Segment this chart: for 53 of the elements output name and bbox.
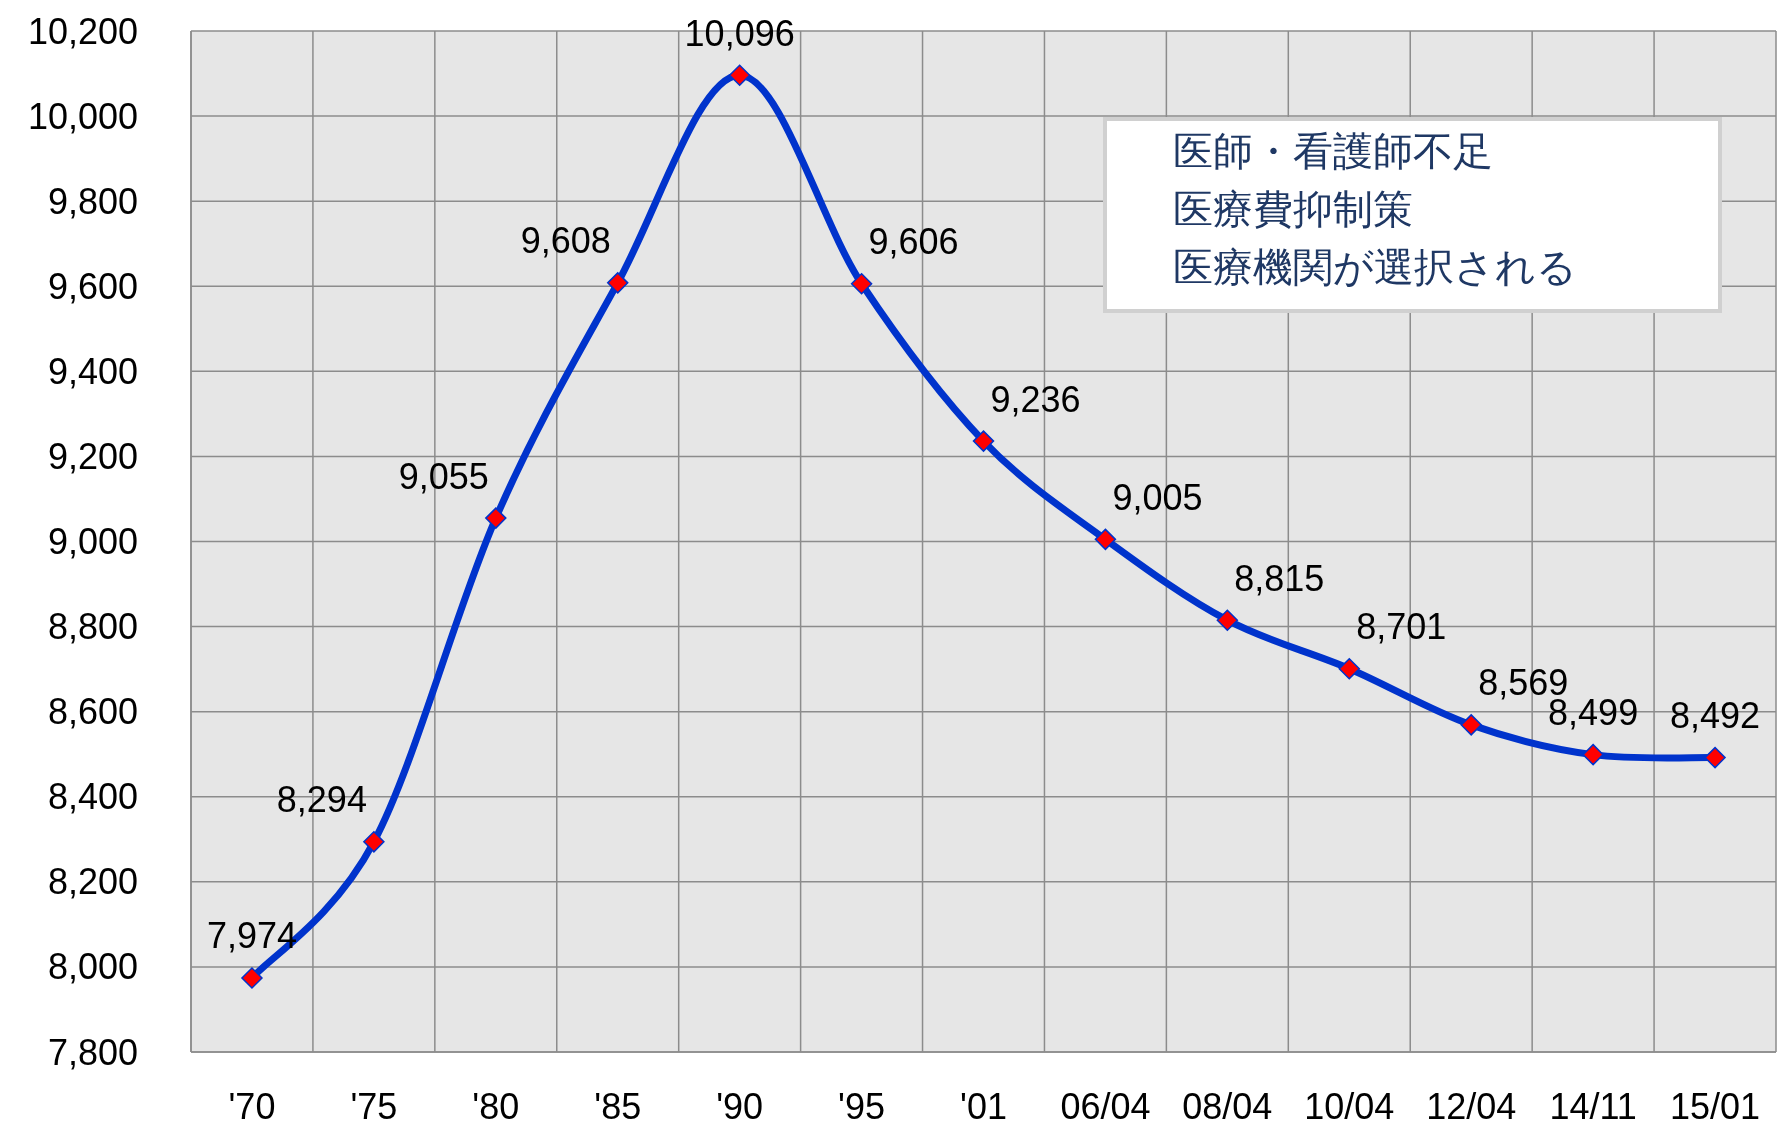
point <box>1704 746 1726 769</box>
x-tick-label: 06/04 <box>1060 1085 1151 1126</box>
y-tick-label: 9,600 <box>47 265 138 307</box>
data-label: 10,096 <box>684 12 795 54</box>
data-label: 8,492 <box>1669 695 1761 737</box>
x-tick-label: '01 <box>960 1085 1007 1126</box>
x-tick-label: '95 <box>838 1085 886 1126</box>
point <box>606 272 629 294</box>
x-tick-label: 10/04 <box>1304 1085 1395 1126</box>
data-label: 7,974 <box>206 915 298 957</box>
point <box>485 507 507 529</box>
x-tick-label: 12/04 <box>1426 1085 1517 1126</box>
x-tick-label: 14/11 <box>1549 1085 1637 1126</box>
point <box>850 272 873 295</box>
y-tick-label: 8,600 <box>47 691 138 733</box>
y-tick-label: 9,200 <box>47 435 138 477</box>
data-label: 8,294 <box>276 779 367 821</box>
point <box>1338 657 1361 680</box>
point <box>1582 743 1604 766</box>
data-label: 8,701 <box>1356 606 1447 648</box>
point <box>728 64 751 86</box>
point <box>1460 714 1482 736</box>
y-tick-label: 8,800 <box>47 606 138 648</box>
point <box>363 831 385 853</box>
y-tick-label: 7,800 <box>47 1031 138 1073</box>
data-label: 8,815 <box>1234 557 1325 599</box>
point <box>972 430 995 452</box>
y-tick-label: 8,400 <box>47 776 138 818</box>
x-tick-label: '80 <box>472 1085 520 1126</box>
data-label: 9,055 <box>398 455 489 497</box>
annotation: 医療機関が選択される <box>1173 245 1577 289</box>
x-tick-label: '90 <box>716 1085 764 1126</box>
annotation: 医療費抑制策 <box>1173 187 1413 231</box>
point <box>1216 609 1239 631</box>
x-tick-label: 15/01 <box>1669 1085 1761 1126</box>
y-tick-label: 10,000 <box>27 95 138 137</box>
y-tick-label: 8,200 <box>47 861 138 903</box>
y-tick-label: 9,000 <box>47 521 138 562</box>
point <box>1094 528 1117 551</box>
point <box>241 967 263 989</box>
x-tick-label: '70 <box>228 1085 276 1126</box>
x-tick-label: '75 <box>350 1085 398 1126</box>
y-tick-label: 9,800 <box>47 180 138 222</box>
data-label: 9,236 <box>990 378 1081 420</box>
data-label: 9,606 <box>868 221 959 263</box>
x-tick-label: 08/04 <box>1182 1085 1273 1126</box>
data-label: 9,005 <box>1112 476 1203 518</box>
y-tick-label: 9,400 <box>47 350 138 392</box>
x-tick-label: '85 <box>594 1085 642 1126</box>
y-tick-label: 10,200 <box>27 10 138 52</box>
annotation: 医師・看護師不足 <box>1173 129 1493 173</box>
data-label: 9,608 <box>520 220 611 262</box>
y-tick-label: 8,000 <box>47 946 138 988</box>
